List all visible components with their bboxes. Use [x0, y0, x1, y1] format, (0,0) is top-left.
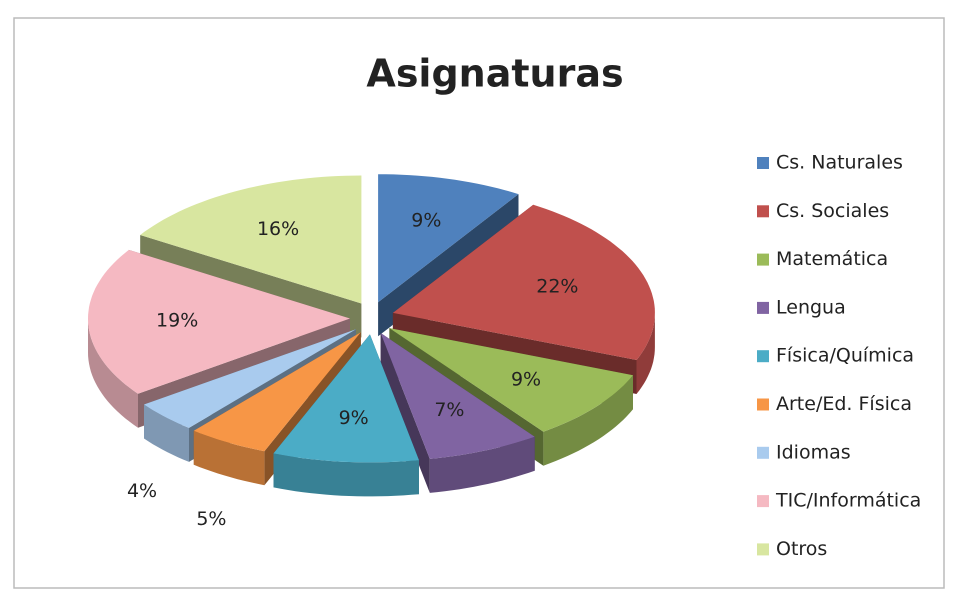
slice-side	[380, 333, 430, 493]
slice-top	[380, 333, 535, 459]
legend-label: Física/Química	[776, 345, 914, 367]
slice-wall	[543, 375, 633, 466]
slice-top	[378, 174, 519, 303]
data-label: 19%	[156, 310, 198, 332]
legend-label: Otros	[776, 538, 827, 560]
slice-wall	[88, 318, 138, 428]
slice	[380, 333, 535, 493]
data-label: 9%	[411, 210, 441, 232]
legend-label: Arte/Ed. Física	[776, 393, 912, 415]
data-label: 7%	[434, 399, 464, 421]
legend-swatch	[757, 253, 769, 266]
slice-wall	[636, 312, 655, 394]
data-label: 22%	[536, 275, 578, 297]
slice-wall	[429, 436, 535, 493]
legend-label: Cs. Naturales	[776, 152, 903, 174]
slice-top	[273, 334, 419, 463]
data-label: 4%	[127, 480, 157, 502]
data-label: 9%	[511, 368, 541, 390]
legend-swatch	[757, 398, 769, 411]
slice-top	[140, 175, 362, 304]
legend-label: Cs. Sociales	[776, 200, 889, 222]
legend-swatch	[757, 301, 769, 314]
slice-top	[88, 249, 350, 394]
legend-label: Lengua	[776, 296, 846, 318]
legend-label: Idiomas	[776, 441, 851, 463]
slice	[273, 334, 419, 497]
legend-swatch	[757, 495, 769, 508]
legend-swatch	[757, 446, 769, 459]
legend-label: TIC/Informática	[775, 490, 921, 512]
legend-swatch	[757, 350, 769, 363]
slice-top	[392, 204, 655, 360]
chart-title: Asignaturas	[366, 52, 623, 96]
data-label: 5%	[196, 508, 226, 530]
data-label: 16%	[257, 218, 299, 240]
slice-top	[193, 332, 361, 452]
legend-swatch	[757, 157, 769, 169]
data-label: 9%	[339, 407, 369, 429]
legend-swatch	[757, 543, 769, 556]
slice-top	[389, 328, 633, 432]
legend-swatch	[757, 205, 769, 218]
legend-label: Matemática	[776, 248, 888, 270]
slice-wall	[193, 430, 265, 486]
slice-wall	[144, 404, 189, 462]
slice-wall	[273, 453, 419, 497]
slice-top	[144, 329, 356, 428]
